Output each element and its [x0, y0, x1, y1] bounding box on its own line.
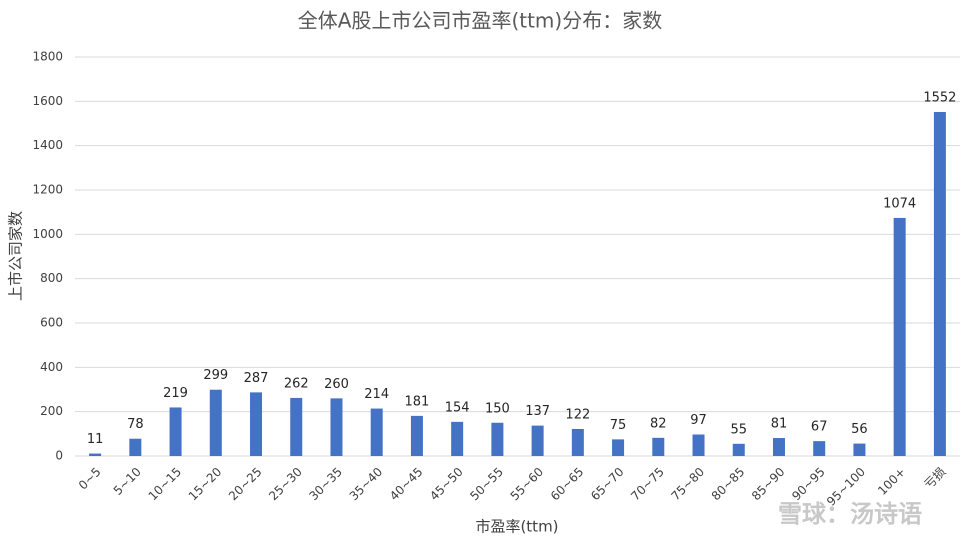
bar — [571, 428, 584, 456]
y-tick-label: 1200 — [32, 183, 63, 197]
data-label: 97 — [690, 413, 707, 428]
data-label: 262 — [284, 376, 309, 391]
y-tick-label: 200 — [40, 404, 63, 418]
data-label: 137 — [525, 404, 550, 419]
bar — [370, 408, 383, 456]
y-axis-label: 上市公司家数 — [7, 211, 25, 301]
data-label: 287 — [244, 371, 269, 386]
bar — [732, 443, 745, 456]
data-label: 181 — [405, 394, 430, 409]
data-label: 78 — [127, 417, 144, 432]
bar — [451, 421, 464, 456]
data-label: 154 — [445, 400, 470, 415]
data-label: 11 — [87, 432, 104, 447]
data-label: 219 — [163, 386, 188, 401]
bar — [813, 441, 826, 456]
y-tick-label: 1800 — [32, 50, 63, 64]
bar — [410, 415, 423, 456]
bar — [330, 398, 343, 456]
y-tick-label: 1600 — [32, 94, 63, 108]
data-label: 1074 — [883, 196, 916, 211]
data-label: 55 — [730, 422, 747, 437]
bar — [491, 422, 504, 456]
data-label: 122 — [565, 407, 590, 422]
y-tick-label: 800 — [40, 271, 63, 285]
y-tick-label: 600 — [40, 316, 63, 330]
data-label: 299 — [203, 368, 228, 383]
y-tick-label: 400 — [40, 360, 63, 374]
bar — [933, 111, 946, 457]
data-label: 1552 — [923, 90, 956, 105]
bar — [893, 217, 906, 456]
y-tick-label: 1400 — [32, 138, 63, 152]
bar — [612, 439, 625, 456]
data-label: 81 — [771, 417, 788, 432]
data-label: 214 — [364, 387, 389, 402]
data-label: 75 — [610, 418, 627, 433]
data-label: 82 — [650, 416, 667, 431]
bar — [209, 389, 222, 456]
bar — [853, 443, 866, 456]
x-axis-label: 市盈率(ttm) — [475, 518, 558, 536]
bar — [692, 434, 705, 456]
y-tick-label: 1000 — [32, 227, 63, 241]
bar — [250, 392, 263, 456]
bar — [531, 425, 544, 456]
y-tick-label: 0 — [55, 449, 63, 463]
bar — [129, 438, 142, 456]
chart-title: 全体A股上市公司市盈率(ttm)分布：家数 — [298, 9, 662, 33]
bar — [169, 407, 182, 456]
data-label: 67 — [811, 420, 828, 435]
data-label: 56 — [851, 422, 868, 437]
data-label: 260 — [324, 377, 349, 392]
bar — [772, 438, 785, 456]
watermark: 雪球：汤诗语 — [778, 500, 922, 528]
bar — [290, 397, 303, 456]
bar — [652, 437, 665, 456]
bar — [89, 453, 102, 456]
data-label: 150 — [485, 401, 510, 416]
